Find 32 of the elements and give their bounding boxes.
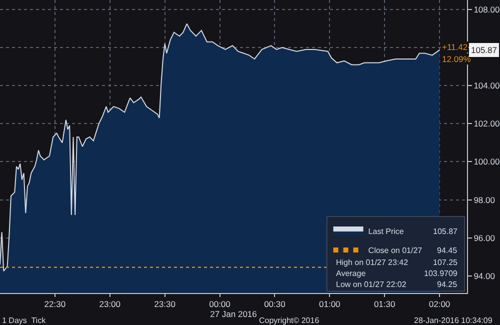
x-tick-label: 02:00 bbox=[428, 299, 450, 310]
y-tick-label: 102.00 bbox=[474, 118, 500, 129]
y-tick-label: 94.00 bbox=[474, 270, 496, 281]
annotation: 94.25 bbox=[437, 280, 458, 289]
y-tick-label: 108.00 bbox=[474, 4, 500, 14]
x-tick-label: 01:30 bbox=[374, 299, 396, 310]
annotation: Average bbox=[336, 269, 366, 278]
annotation: 105.87 bbox=[433, 227, 458, 236]
x-tick-label: 00:30 bbox=[264, 299, 286, 310]
annotation: 107.25 bbox=[433, 258, 458, 267]
x-tick-label: 23:00 bbox=[99, 299, 121, 310]
annotation: 103.9709 bbox=[424, 269, 458, 278]
text: 28-Jan-2016 10:34:09 bbox=[414, 316, 493, 325]
annotation: Low on 01/27 22:02 bbox=[336, 280, 407, 289]
x-tick-label: 00:00 bbox=[209, 299, 231, 310]
text: 105.87 bbox=[471, 45, 498, 55]
x-axis-title: 27 Jan 2016 bbox=[210, 309, 258, 320]
text: Copyright© 2016 bbox=[259, 316, 320, 325]
x-tick-label: 01:00 bbox=[319, 299, 341, 310]
y-tick-label: 104.00 bbox=[474, 80, 500, 91]
y-tick-label: 100.00 bbox=[474, 156, 500, 167]
annotation: High on 01/27 23:42 bbox=[336, 258, 409, 267]
x-tick-label: 23:30 bbox=[154, 299, 176, 310]
y-tick-label: 98.00 bbox=[474, 194, 496, 205]
x-tick-label: 22:30 bbox=[44, 299, 66, 310]
y-tick-label: 96.00 bbox=[474, 232, 496, 243]
legend-label: Close on 01/27 bbox=[368, 246, 423, 256]
annotation: 12.09% bbox=[442, 54, 472, 64]
annotation: 94.45 bbox=[437, 246, 458, 255]
annotation: +11.42 bbox=[442, 42, 468, 52]
text: 1 Days Tick bbox=[2, 316, 47, 325]
legend-label: Last Price bbox=[368, 227, 404, 236]
